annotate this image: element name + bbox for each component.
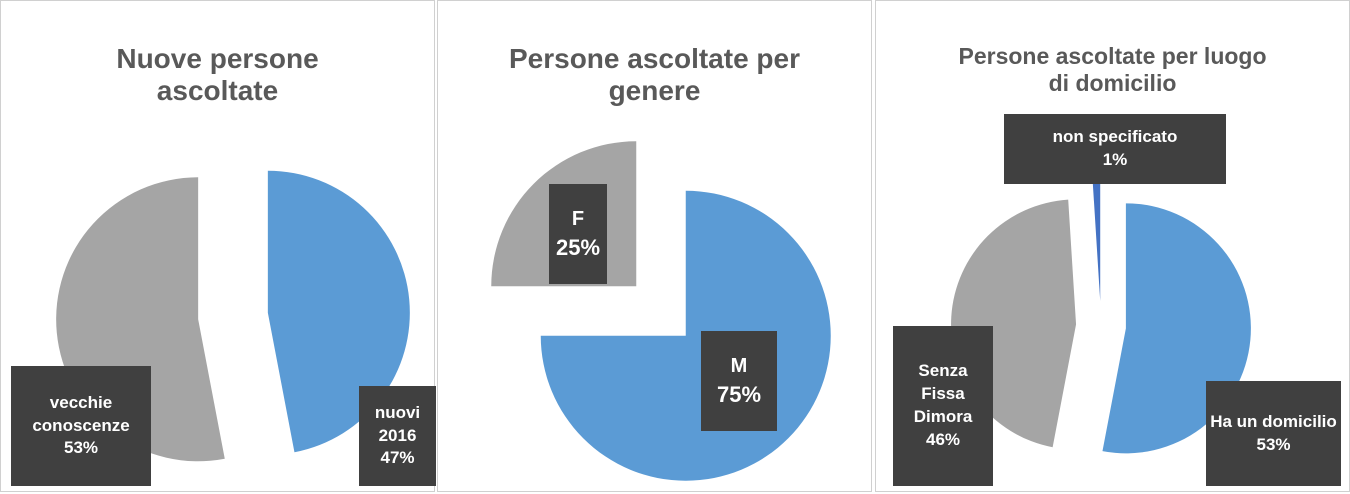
category-label: M [730, 354, 748, 377]
category-label: Senza Fissa Dimora [913, 361, 973, 426]
category-label: nuovi 2016 [374, 402, 421, 445]
value-label: 25% [555, 234, 601, 260]
value-label: 47% [380, 448, 415, 468]
data-label: nuovi 2016 47% [359, 386, 436, 486]
value-label: 46% [925, 429, 961, 449]
chart-title: Persone ascoltate per luogo di domicilio [958, 43, 1267, 96]
pie-slice [1092, 176, 1101, 302]
data-label: Senza Fissa Dimora 46% [893, 326, 993, 486]
pie-slice [267, 170, 410, 453]
category-label: non specificato [1052, 127, 1178, 147]
category-label: vecchie conoscenze [32, 392, 130, 435]
chart-panel: Nuove persone ascoltate nuovi 2016 47% vecc… [0, 0, 436, 492]
data-label: vecchie conoscenze 53% [11, 366, 151, 486]
data-label: Ha un domicilio 53% [1206, 381, 1341, 486]
chart-panel: Persone ascoltate per genere M 75% F 25% [437, 0, 872, 492]
data-label: F 25% [549, 184, 607, 284]
value-label: 1% [1102, 150, 1128, 169]
category-label: Ha un domicilio [1210, 411, 1337, 431]
chart-panel: Persone ascoltate per luogo di domicilio… [875, 0, 1350, 492]
data-label: M 75% [701, 331, 777, 431]
value-label: 53% [63, 438, 99, 458]
category-label: F [571, 207, 585, 230]
chart-title: Nuove persone ascoltate [116, 43, 319, 106]
data-label: non specificato 1% [1004, 114, 1226, 184]
value-label: 75% [716, 381, 762, 407]
chart-title: Persone ascoltate per genere [508, 43, 801, 106]
value-label: 53% [1256, 434, 1291, 454]
